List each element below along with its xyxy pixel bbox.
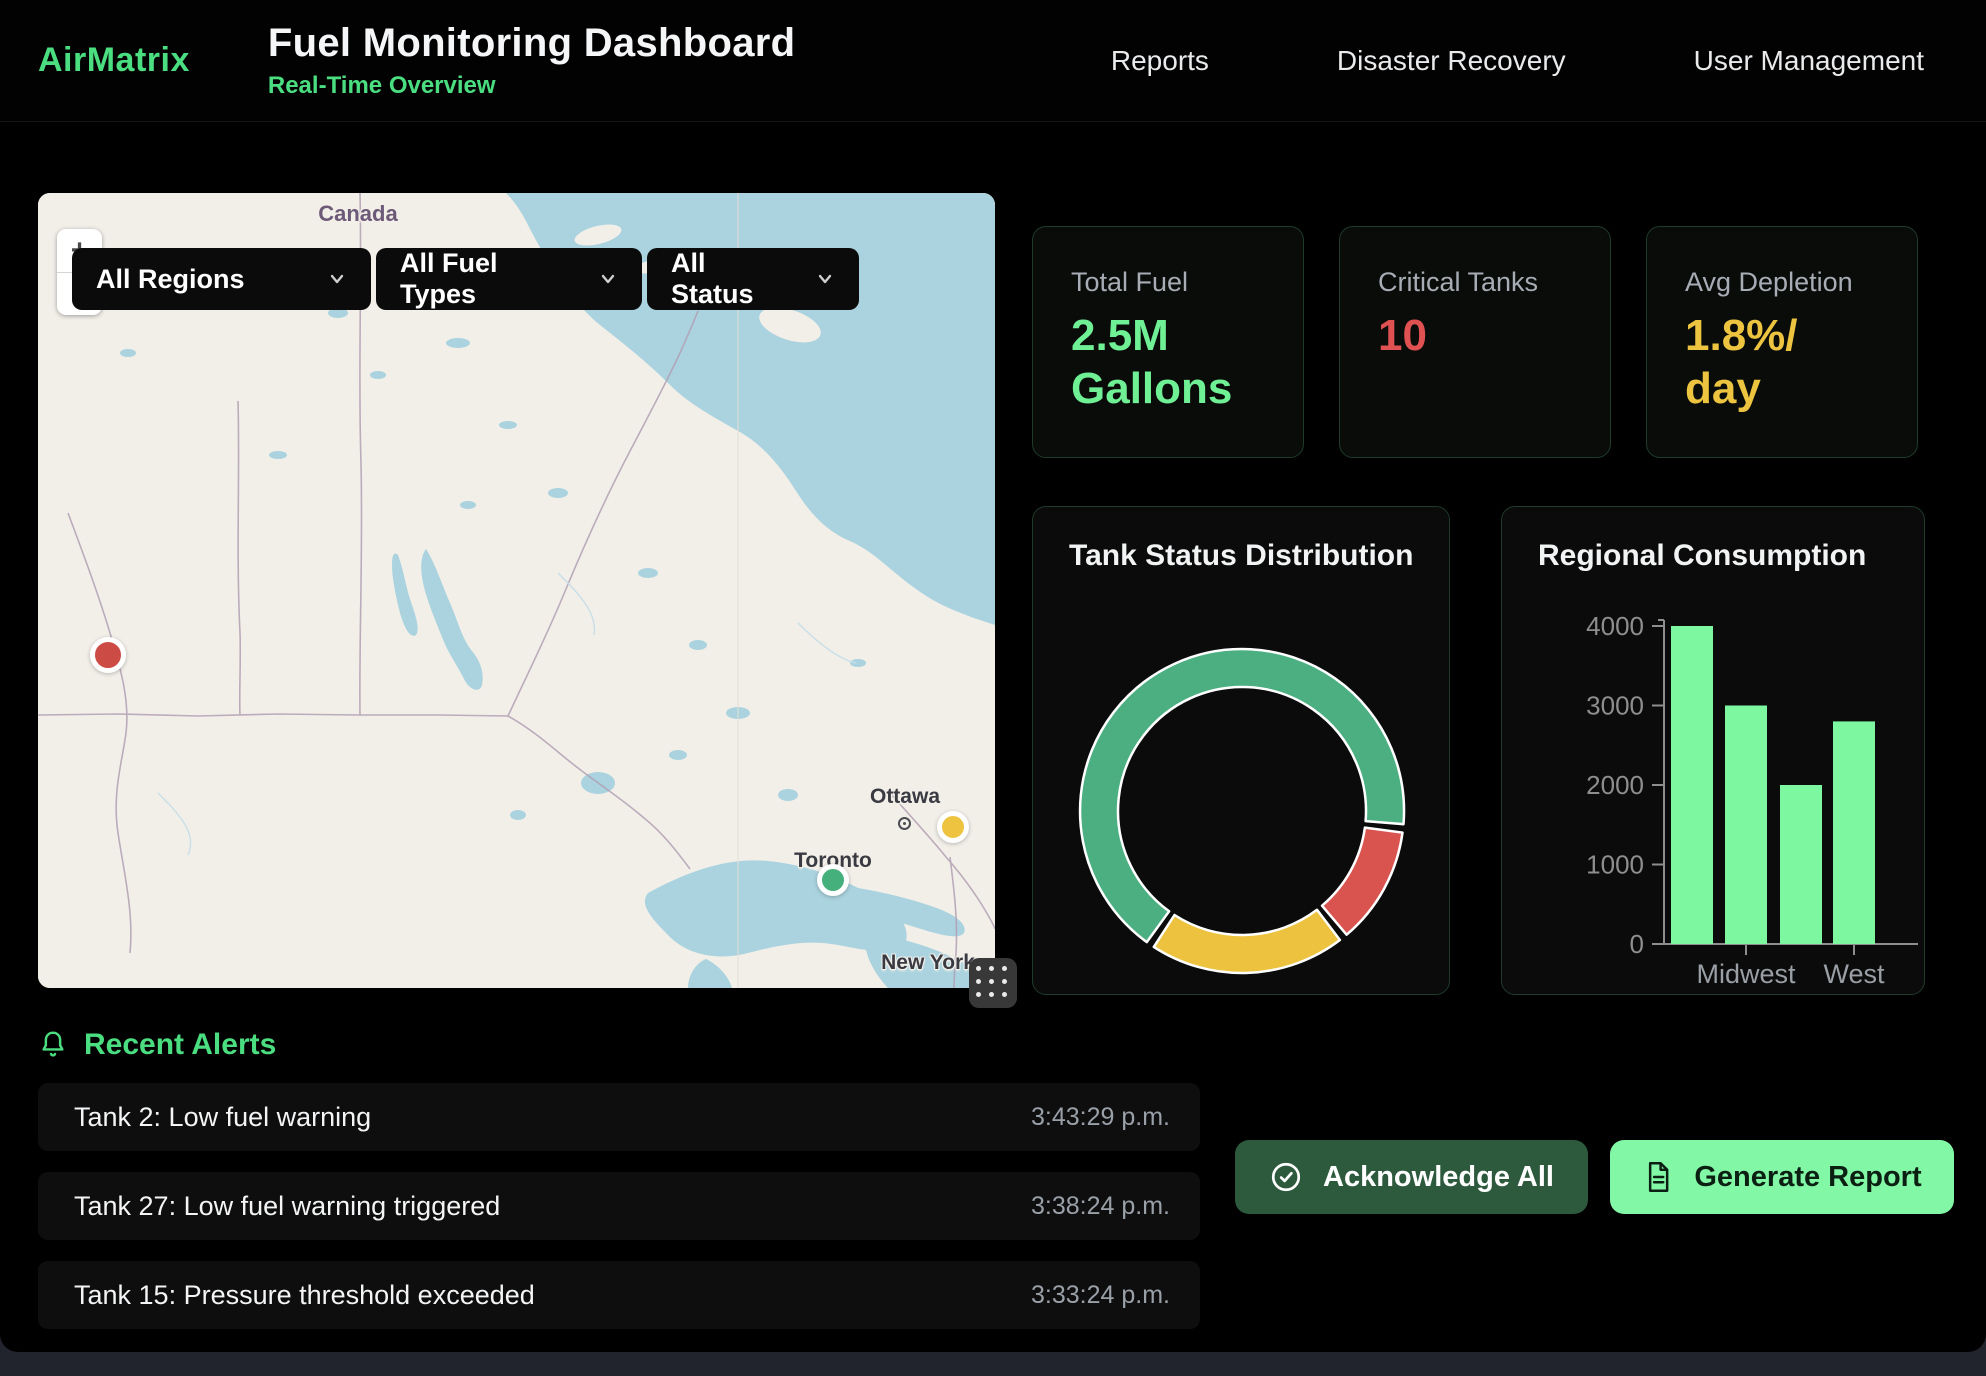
stat-value: 1.8%/day (1685, 310, 1813, 416)
map-resize-handle[interactable] (969, 958, 1017, 1008)
filter-regions-select[interactable]: All Regions (72, 248, 371, 310)
map-panel: Canada Ottawa Toronto New York + − All R… (38, 193, 995, 988)
stat-value: 10 (1378, 310, 1558, 363)
map-marker-normal[interactable] (817, 864, 849, 896)
ottawa-city-dot-icon (898, 817, 911, 830)
regional-consumption-bar-chart: 0 1000 2000 3000 4000 Midwest West (1502, 507, 1926, 996)
stat-label: Total Fuel (1071, 267, 1265, 298)
check-circle-icon (1269, 1160, 1303, 1194)
bar-y-tick-label: 2000 (1586, 770, 1644, 800)
stat-label: Avg Depletion (1685, 267, 1879, 298)
stat-label: Critical Tanks (1378, 267, 1572, 298)
tank-status-panel: Tank Status Distribution (1032, 506, 1450, 995)
stat-value: 2.5M Gallons (1071, 310, 1251, 416)
acknowledge-all-button[interactable]: Acknowledge All (1235, 1140, 1588, 1214)
alert-row[interactable]: Tank 15: Pressure threshold exceeded 3:3… (38, 1261, 1200, 1329)
map-canvas[interactable]: Canada Ottawa Toronto New York + − All R… (38, 193, 995, 988)
map-marker-warning[interactable] (937, 811, 969, 843)
map-label-ottawa: Ottawa (845, 785, 965, 809)
alerts-heading: Recent Alerts (84, 1028, 276, 1062)
alert-message: Tank 15: Pressure threshold exceeded (74, 1280, 535, 1311)
filter-fuel-type-select[interactable]: All Fuel Types (376, 248, 642, 310)
bar-y-tick-label: 1000 (1586, 850, 1644, 880)
filter-fuel-value: All Fuel Types (400, 248, 572, 310)
consumption-bar (1671, 626, 1713, 944)
filter-status-value: All Status (671, 248, 789, 310)
bar-y-tick-label: 4000 (1586, 611, 1644, 641)
consumption-bar (1833, 721, 1875, 944)
generate-report-label: Generate Report (1694, 1161, 1921, 1194)
acknowledge-all-label: Acknowledge All (1323, 1161, 1554, 1194)
donut-segment-warning (1154, 910, 1340, 973)
page-subtitle: Real-Time Overview (268, 72, 795, 100)
bar-x-tick-label: Midwest (1696, 959, 1796, 989)
nav-user-management[interactable]: User Management (1694, 45, 1924, 77)
donut-chart-title: Tank Status Distribution (1069, 539, 1413, 573)
alert-message: Tank 2: Low fuel warning (74, 1102, 371, 1133)
map-marker-critical[interactable] (90, 637, 126, 673)
tank-status-donut-chart (1033, 507, 1451, 996)
bar-chart-title: Regional Consumption (1538, 539, 1866, 573)
donut-segment-critical (1322, 828, 1403, 935)
filter-status-select[interactable]: All Status (647, 248, 859, 310)
stat-cards: Total Fuel 2.5M Gallons Critical Tanks 1… (1032, 226, 1918, 458)
stat-card-avg-depletion: Avg Depletion 1.8%/day (1646, 226, 1918, 458)
bell-icon (38, 1029, 68, 1061)
alert-actions: Acknowledge All Generate Report (1235, 1140, 1954, 1214)
page-title: Fuel Monitoring Dashboard (268, 21, 795, 66)
bar-x-tick-label: West (1823, 959, 1885, 989)
chevron-down-icon (789, 269, 835, 289)
brand-logo: AirMatrix (38, 41, 190, 80)
nav-reports[interactable]: Reports (1111, 45, 1209, 77)
regional-consumption-panel: Regional Consumption 0 1000 2000 3000 4000 Mi… (1501, 506, 1925, 995)
filter-regions-value: All Regions (96, 264, 245, 295)
map-filters: All Regions All Fuel Types All Status (72, 248, 859, 310)
recent-alerts-section: Recent Alerts Tank 2: Low fuel warning 3… (38, 1028, 1200, 1329)
app-header: AirMatrix Fuel Monitoring Dashboard Real… (0, 0, 1986, 122)
consumption-bar (1780, 785, 1822, 944)
bar-y-tick-label: 3000 (1586, 691, 1644, 721)
chevron-down-icon (572, 269, 618, 289)
alert-time: 3:38:24 p.m. (1031, 1192, 1170, 1221)
map-label-canada: Canada (288, 201, 428, 227)
alert-row[interactable]: Tank 2: Low fuel warning 3:43:29 p.m. (38, 1083, 1200, 1151)
bar-y-tick-label: 0 (1630, 929, 1644, 959)
alert-row[interactable]: Tank 27: Low fuel warning triggered 3:38… (38, 1172, 1200, 1240)
nav-disaster-recovery[interactable]: Disaster Recovery (1337, 45, 1566, 77)
alerts-header: Recent Alerts (38, 1028, 1200, 1062)
document-icon (1642, 1160, 1674, 1194)
generate-report-button[interactable]: Generate Report (1610, 1140, 1954, 1214)
dashboard-root: AirMatrix Fuel Monitoring Dashboard Real… (0, 0, 1986, 1352)
consumption-bar (1725, 706, 1767, 945)
chevron-down-icon (301, 269, 347, 289)
alert-time: 3:33:24 p.m. (1031, 1281, 1170, 1310)
title-block: Fuel Monitoring Dashboard Real-Time Over… (268, 21, 795, 100)
alert-message: Tank 27: Low fuel warning triggered (74, 1191, 500, 1222)
alert-time: 3:43:29 p.m. (1031, 1103, 1170, 1132)
stat-card-critical-tanks: Critical Tanks 10 (1339, 226, 1611, 458)
stat-card-total-fuel: Total Fuel 2.5M Gallons (1032, 226, 1304, 458)
main-nav: Reports Disaster Recovery User Managemen… (1111, 45, 1924, 77)
